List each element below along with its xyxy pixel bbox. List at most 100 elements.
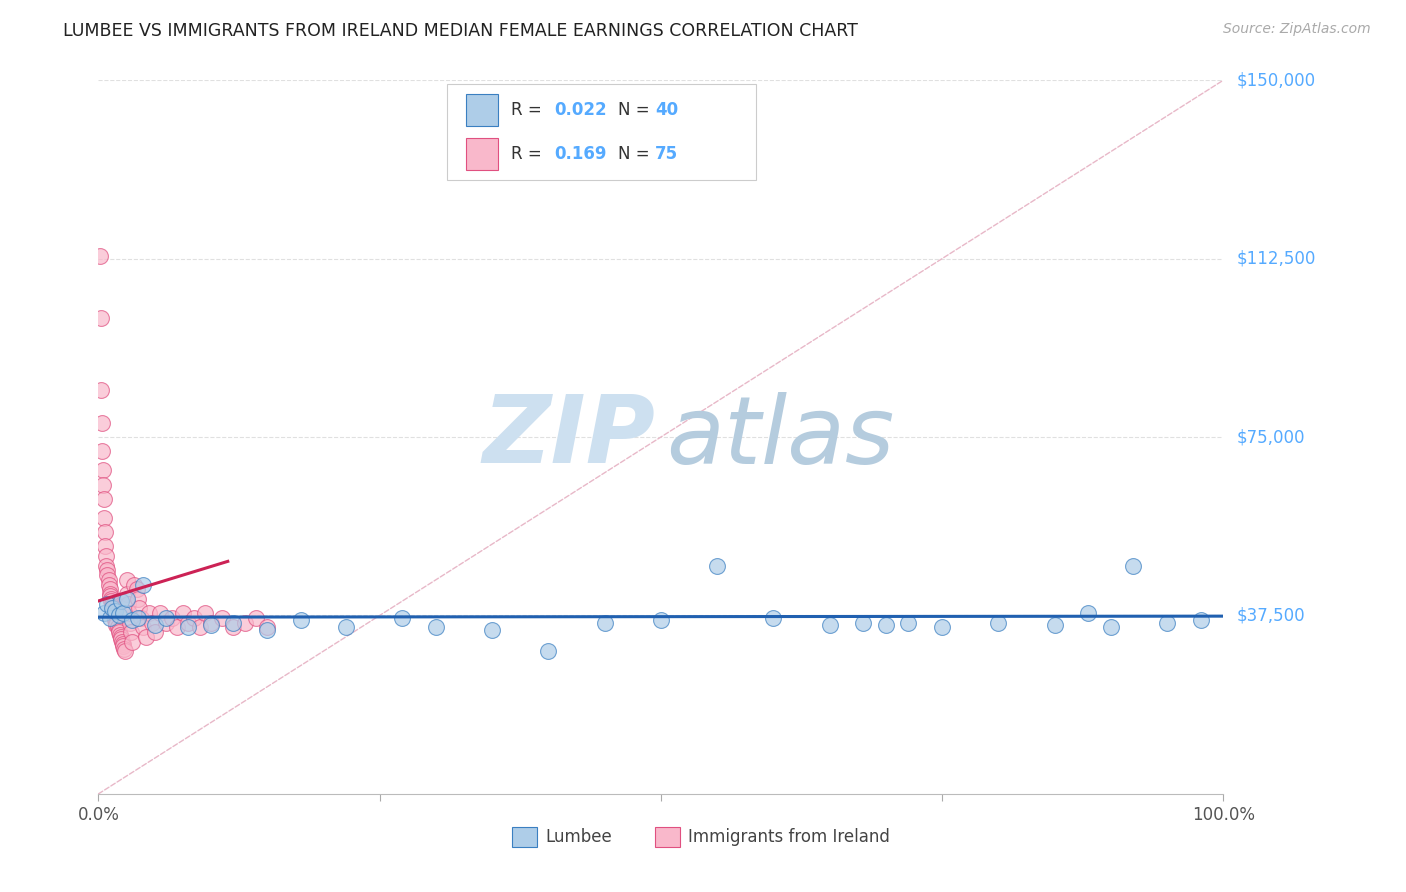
Point: [101, 601, 124, 615]
Point: [290, 613, 312, 627]
Point: [875, 618, 897, 632]
Point: [107, 623, 129, 637]
Point: [172, 606, 194, 620]
Text: Lumbee: Lumbee: [546, 828, 612, 846]
Point: [222, 620, 245, 634]
Point: [110, 632, 132, 647]
Point: [121, 613, 143, 627]
Point: [1189, 613, 1212, 627]
Point: [200, 615, 222, 630]
Point: [706, 558, 728, 573]
Text: $37,500: $37,500: [1237, 607, 1306, 624]
Point: [335, 620, 357, 634]
Point: [96, 558, 118, 573]
Point: [90, 311, 112, 326]
Point: [120, 625, 142, 640]
Point: [104, 613, 127, 627]
Text: LUMBEE VS IMMIGRANTS FROM IRELAND MEDIAN FEMALE EARNINGS CORRELATION CHART: LUMBEE VS IMMIGRANTS FROM IRELAND MEDIAN…: [63, 22, 858, 40]
Point: [155, 615, 177, 630]
Point: [91, 463, 114, 477]
Text: 0.022: 0.022: [554, 101, 606, 119]
Point: [104, 611, 127, 625]
Point: [143, 618, 166, 632]
Point: [138, 606, 160, 620]
FancyBboxPatch shape: [447, 84, 756, 180]
Point: [112, 606, 135, 620]
Point: [101, 599, 124, 613]
Point: [155, 611, 177, 625]
Point: [107, 620, 129, 634]
Point: [112, 640, 135, 654]
Point: [987, 615, 1010, 630]
Text: $112,500: $112,500: [1237, 250, 1316, 268]
Point: [177, 615, 200, 630]
Point: [94, 540, 117, 554]
Point: [1122, 558, 1144, 573]
Point: [132, 577, 155, 591]
Point: [98, 582, 121, 597]
Point: [105, 618, 128, 632]
FancyBboxPatch shape: [467, 138, 498, 170]
FancyBboxPatch shape: [512, 828, 537, 847]
Point: [90, 383, 112, 397]
Point: [121, 634, 143, 648]
Point: [135, 630, 157, 644]
Point: [96, 563, 118, 577]
Text: $75,000: $75,000: [1237, 428, 1306, 446]
Point: [127, 591, 149, 606]
Point: [125, 582, 148, 597]
Point: [105, 615, 128, 630]
Point: [128, 601, 150, 615]
Point: [118, 615, 141, 630]
Point: [117, 597, 139, 611]
Text: 40: 40: [655, 101, 678, 119]
Point: [112, 641, 135, 656]
Point: [101, 604, 124, 618]
Point: [200, 618, 222, 632]
Point: [107, 608, 129, 623]
Point: [90, 416, 112, 430]
Point: [108, 627, 131, 641]
FancyBboxPatch shape: [655, 828, 681, 847]
Point: [391, 611, 413, 625]
Point: [103, 608, 125, 623]
Point: [143, 625, 166, 640]
Point: [127, 611, 149, 625]
Point: [93, 511, 115, 525]
Point: [1043, 618, 1066, 632]
Point: [97, 573, 120, 587]
Point: [115, 591, 138, 606]
Point: [124, 577, 146, 591]
Point: [115, 587, 138, 601]
Point: [96, 549, 118, 563]
Point: [222, 615, 245, 630]
Point: [166, 620, 188, 634]
Point: [98, 590, 121, 604]
Point: [96, 568, 118, 582]
Point: [245, 611, 267, 625]
Point: [762, 611, 785, 625]
Text: N =: N =: [619, 145, 655, 163]
Point: [110, 594, 132, 608]
Point: [177, 620, 200, 634]
Point: [650, 613, 672, 627]
Text: 75: 75: [655, 145, 678, 163]
Point: [129, 611, 152, 625]
Point: [593, 615, 616, 630]
Point: [852, 615, 875, 630]
Point: [98, 587, 121, 601]
Text: N =: N =: [619, 101, 655, 119]
Point: [194, 606, 217, 620]
Point: [100, 591, 122, 606]
Text: Immigrants from Ireland: Immigrants from Ireland: [688, 828, 890, 846]
Point: [1156, 615, 1178, 630]
Text: R =: R =: [512, 101, 547, 119]
Point: [141, 615, 163, 630]
Point: [118, 606, 141, 620]
Point: [89, 249, 111, 263]
Point: [256, 623, 278, 637]
Text: ZIP: ZIP: [482, 391, 655, 483]
Text: R =: R =: [512, 145, 547, 163]
Point: [110, 630, 132, 644]
Point: [1077, 606, 1099, 620]
